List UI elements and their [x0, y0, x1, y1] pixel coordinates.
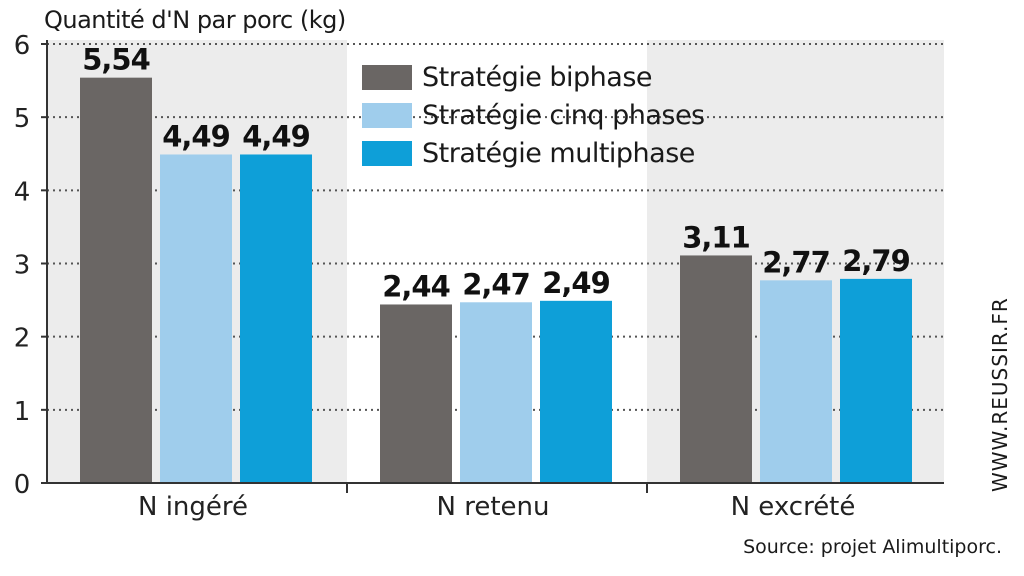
bar — [680, 255, 752, 483]
legend-label-cinq-phases: Stratégie cinq phases — [422, 99, 705, 131]
legend-item-cinq-phases: Stratégie cinq phases — [362, 96, 705, 134]
x-category-label: N ingéré — [138, 492, 248, 522]
y-tick-label: 5 — [14, 104, 31, 134]
bar-value-label: 2,77 — [762, 245, 830, 279]
bar-value-label: 4,49 — [242, 119, 310, 153]
watermark: WWW.REUSSIR.FR — [988, 297, 1012, 492]
y-tick-label: 1 — [14, 397, 31, 427]
legend-swatch-multiphase — [362, 140, 412, 166]
bar-value-label: 2,49 — [542, 266, 610, 300]
bar-value-label: 2,47 — [462, 267, 530, 301]
bar — [80, 77, 152, 483]
legend: Stratégie biphase Stratégie cinq phases … — [362, 58, 705, 172]
bar — [840, 278, 912, 483]
bar-value-label: 5,54 — [82, 43, 150, 77]
bar-value-label: 4,49 — [162, 119, 230, 153]
legend-label-multiphase: Stratégie multiphase — [422, 137, 695, 169]
y-tick-label: 0 — [14, 470, 31, 500]
y-axis-title: Quantité d'N par porc (kg) — [44, 6, 346, 34]
legend-item-biphase: Stratégie biphase — [362, 58, 705, 96]
bar — [240, 154, 312, 483]
bar — [160, 154, 232, 483]
legend-swatch-biphase — [362, 64, 412, 90]
y-tick-label: 4 — [14, 177, 31, 207]
y-tick-label: 3 — [14, 251, 31, 281]
source-note: Source: projet Alimultiporc. — [743, 536, 1002, 558]
bar — [380, 304, 452, 483]
bar-value-label: 2,79 — [842, 244, 910, 278]
bar — [760, 280, 832, 483]
bar — [540, 300, 612, 483]
bar-value-label: 2,44 — [382, 269, 450, 303]
x-category-label: N retenu — [437, 492, 550, 522]
y-tick-label: 2 — [14, 324, 31, 354]
bar-value-label: 3,11 — [682, 220, 750, 254]
bar — [460, 302, 532, 483]
legend-swatch-cinq-phases — [362, 102, 412, 128]
x-category-label: N excrété — [731, 492, 856, 522]
y-tick-label: 6 — [14, 31, 31, 61]
legend-item-multiphase: Stratégie multiphase — [362, 134, 705, 172]
legend-label-biphase: Stratégie biphase — [422, 61, 653, 93]
